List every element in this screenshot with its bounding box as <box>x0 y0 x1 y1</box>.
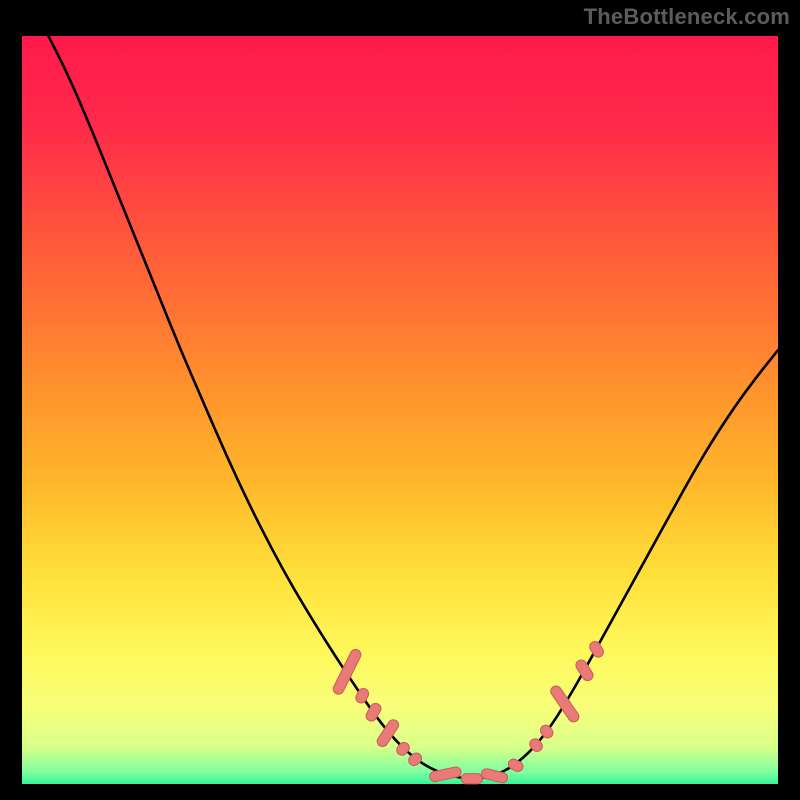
curve-marker <box>395 740 412 757</box>
curve-marker <box>364 701 383 722</box>
curve-marker <box>331 648 362 696</box>
curve-marker <box>429 766 462 782</box>
curve-marker <box>354 687 370 705</box>
curve-marker <box>461 774 482 784</box>
curve-marker <box>375 718 400 749</box>
marker-layer <box>22 36 778 784</box>
curve-marker <box>507 757 525 773</box>
plot-frame <box>20 34 780 786</box>
curve-marker <box>549 684 581 724</box>
plot-area <box>22 36 778 784</box>
curve-marker <box>588 640 606 660</box>
watermark-text: TheBottleneck.com <box>584 4 790 30</box>
curve-marker <box>538 723 555 740</box>
chart-container: TheBottleneck.com <box>0 0 800 800</box>
curve-marker <box>574 658 595 683</box>
curve-marker <box>407 751 424 768</box>
curve-marker <box>480 768 508 784</box>
curve-marker <box>528 737 545 754</box>
